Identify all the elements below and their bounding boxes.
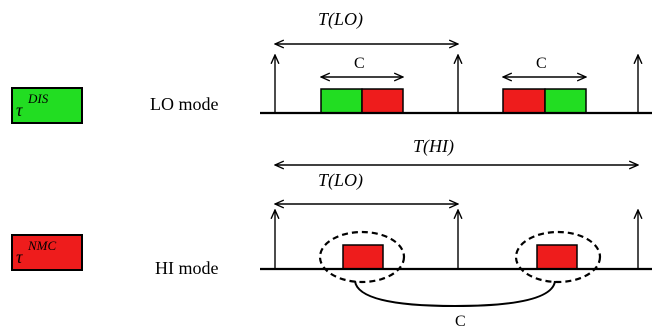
hi-period-label: T(HI) [413,136,454,157]
legend-dis-sup: DIS [27,91,49,106]
hi-c-connector [354,280,556,308]
hi-job-1-highlight [318,230,406,284]
lo-c-label-2: C [536,55,547,72]
legend-nmc-sup: NMC [27,238,57,253]
lo-job-1-dis [320,88,363,114]
legend-dis-base: τ [16,100,23,120]
lo-mode-label: LO mode [150,94,218,114]
lo-job-2-nmc [502,88,546,114]
hi-c-label: C [455,313,466,330]
legend-dis-swatch [11,87,83,124]
hi-mode-label: HI mode [155,258,218,278]
hi-job-2-nmc [536,244,578,270]
legend-nmc-base: τ [16,247,23,267]
hi-job-1-nmc [342,244,384,270]
lo-mode-timeline: LO mode T(LO) C C [150,9,652,115]
lo-job-1-nmc [361,88,404,114]
hi-job-2-highlight [514,230,602,284]
lo-period-label: T(LO) [318,9,363,30]
lo-c-label-1: C [354,55,365,72]
hi-mode-timeline: HI mode T(HI) T(LO) C [155,136,652,330]
legend-dis: τ DIS [11,87,83,124]
lo-job-2-dis [544,88,587,114]
legend-nmc-swatch [11,234,83,271]
legend-nmc: τ NMC [11,234,83,271]
hi-lo-period-label: T(LO) [318,170,363,191]
